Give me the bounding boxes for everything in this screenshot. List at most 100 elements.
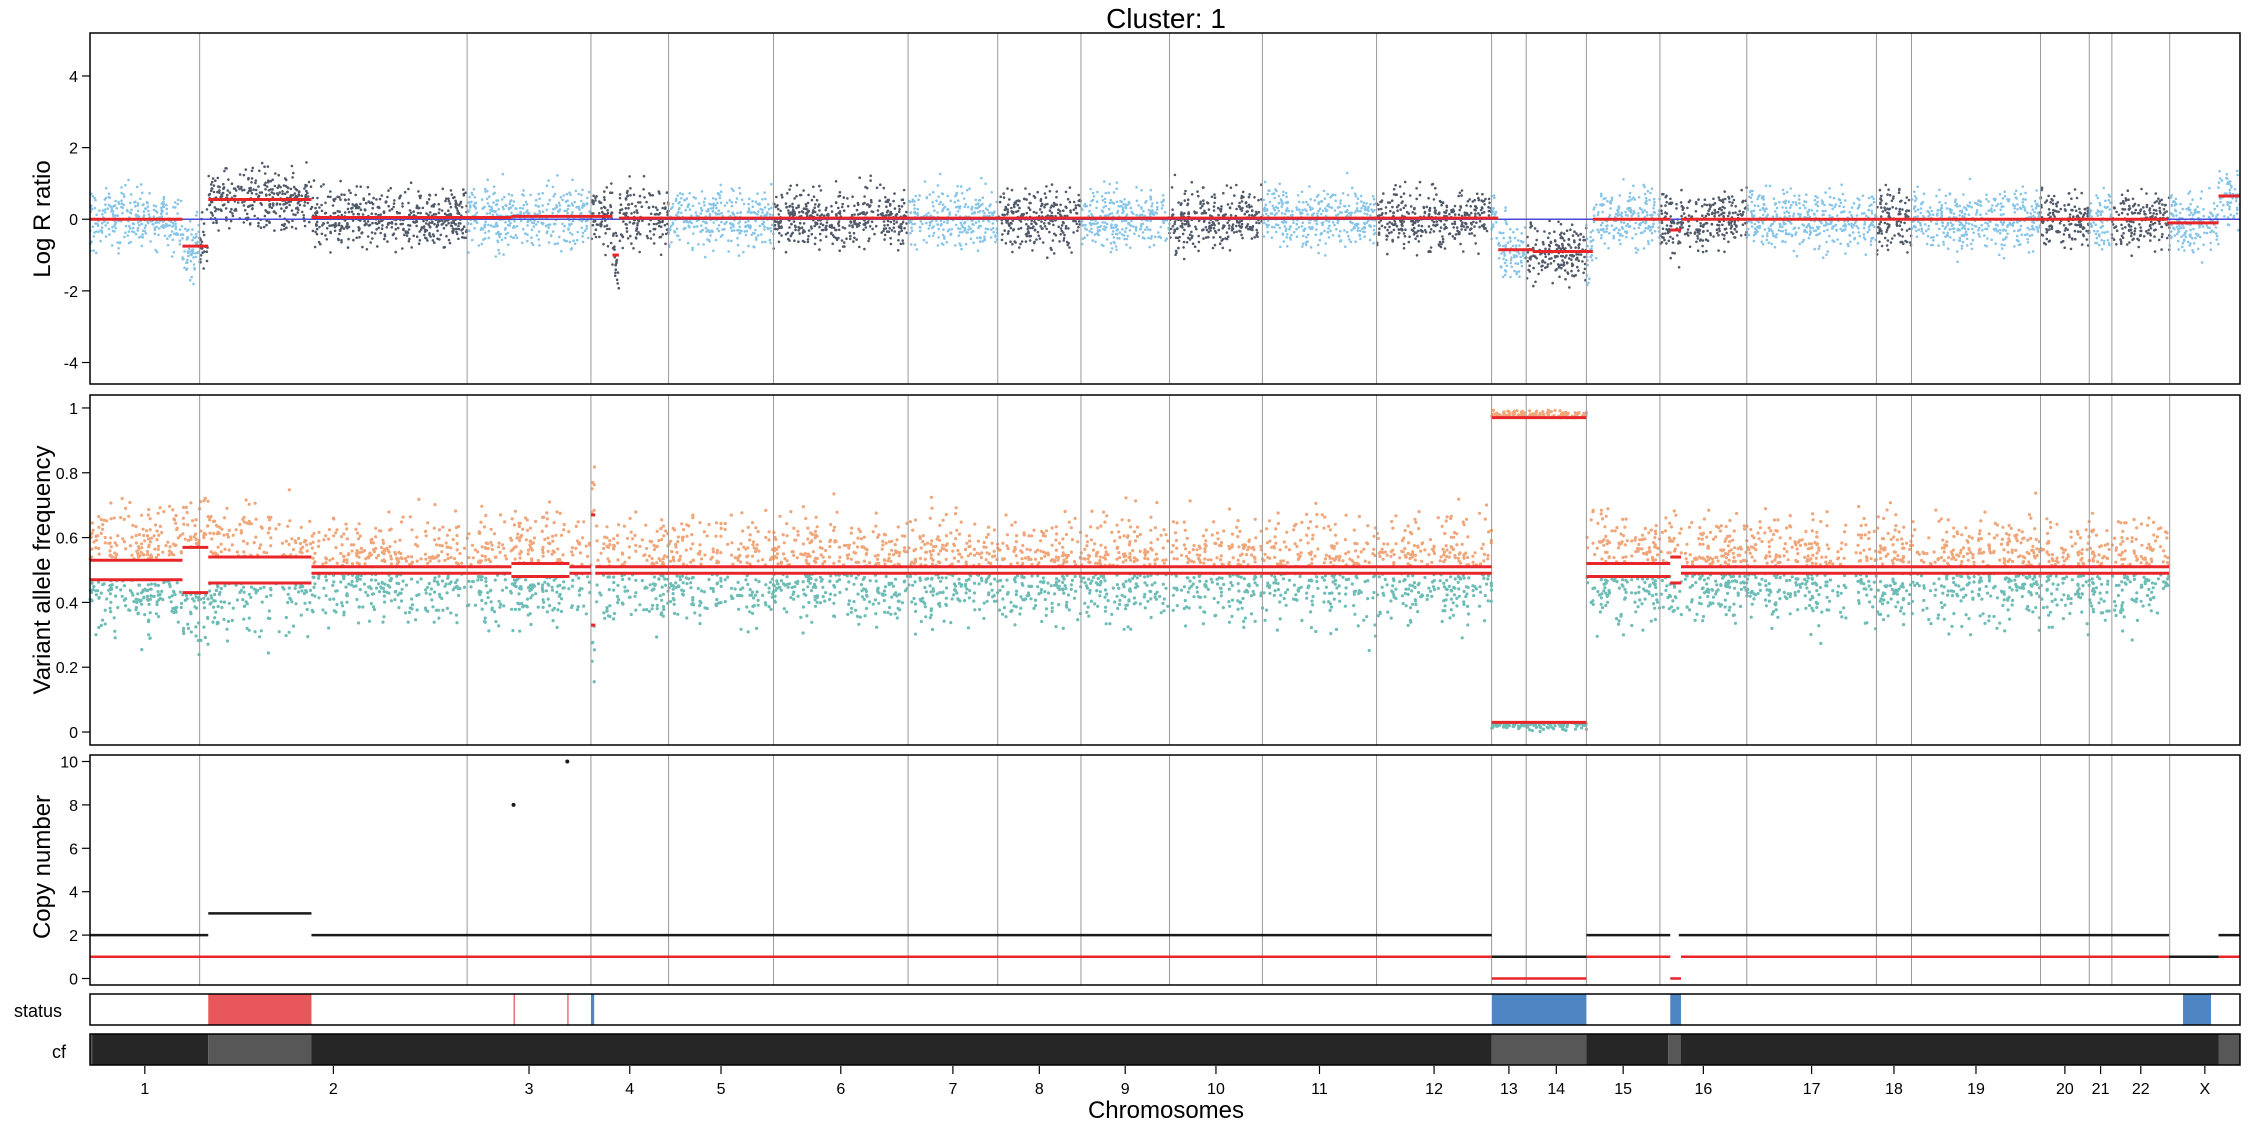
log-r-panel: -4 -2 0 2 4 Log R ratio xyxy=(29,32,2241,385)
y-tick-label: 2 xyxy=(69,928,78,945)
log-r-y-label: Log R ratio xyxy=(29,160,56,277)
vaf-y-axis: 0 0.2 0.4 0.6 0.8 1 xyxy=(56,394,2241,746)
log-r-points-chr-5 xyxy=(667,182,775,259)
status-block-gain xyxy=(567,994,569,1025)
y-tick-label: 0.4 xyxy=(56,595,78,612)
cf-block-light xyxy=(1668,1034,1681,1065)
x-tick-label: 9 xyxy=(1121,1081,1130,1098)
cn-outlier-point xyxy=(511,802,516,807)
log-r-points-chr-7 xyxy=(906,172,999,252)
x-axis: 1 2 3 4 5 6 7 8 9 10 11 12 13 14 15 16 17 18 19 20 21 22 X xyxy=(140,1066,2211,1098)
cn-chromosome-lines xyxy=(199,755,2171,985)
vaf-segments xyxy=(90,416,2170,724)
status-blocks xyxy=(89,993,2241,1026)
copy-number-panel: 0 2 4 6 8 10 Copy number xyxy=(29,754,2241,988)
log-r-points-chr-13 xyxy=(1490,194,1527,279)
x-axis-label: Chromosomes xyxy=(1088,1097,1244,1124)
status-block-loss xyxy=(2183,994,2211,1025)
status-track: status xyxy=(14,993,2241,1026)
vaf-y-label: Variant allele frequency xyxy=(29,445,56,694)
cn-segments xyxy=(90,759,2240,980)
y-tick-label: 2 xyxy=(69,141,78,158)
log-r-points-chr-17 xyxy=(1745,183,1878,260)
x-tick-label: 13 xyxy=(1500,1081,1518,1098)
cf-block-light xyxy=(1491,1034,1587,1065)
y-tick-label: 6 xyxy=(69,841,78,858)
x-tick-label: X xyxy=(2200,1081,2211,1098)
log-r-points-chr-11 xyxy=(1261,171,1377,257)
y-tick-label: 0 xyxy=(69,971,78,988)
cf-block-dark xyxy=(311,1034,1492,1065)
x-tick-label: 19 xyxy=(1967,1081,1985,1098)
cn-outlier-point xyxy=(565,759,570,764)
vaf-chromosome-lines xyxy=(199,395,2171,745)
y-tick-label: -4 xyxy=(64,356,78,373)
y-tick-label: 10 xyxy=(60,755,78,772)
y-tick-label: 0.2 xyxy=(56,660,78,677)
x-tick-label: 10 xyxy=(1207,1081,1225,1098)
cn-y-label: Copy number xyxy=(29,795,56,939)
log-r-points-chr-X xyxy=(2168,169,2241,264)
status-frame xyxy=(89,993,2241,1026)
log-r-points-chr-9 xyxy=(1080,180,1171,254)
x-tick-label: 12 xyxy=(1425,1081,1443,1098)
vaf-points-lower xyxy=(88,571,2171,734)
x-tick-label: 8 xyxy=(1035,1081,1044,1098)
log-r-y-axis: -4 -2 0 2 4 xyxy=(64,32,2241,385)
cf-block-light xyxy=(2218,1034,2240,1065)
cf-blocks xyxy=(89,1033,2241,1066)
cn-y-axis: 0 2 4 6 8 10 xyxy=(60,754,2241,988)
y-tick-label: 8 xyxy=(69,798,78,815)
cf-frame xyxy=(89,1033,2241,1066)
cf-track: cf xyxy=(52,1033,2241,1066)
log-r-points-chr-22 xyxy=(2110,187,2171,257)
x-tick-label: 20 xyxy=(2056,1081,2074,1098)
log-r-points-chr-6 xyxy=(772,174,908,254)
vaf-panel: 0 0.2 0.4 0.6 0.8 1 Variant allele frequency xyxy=(29,394,2241,746)
panel-frame xyxy=(89,394,2241,746)
panel-frame xyxy=(89,32,2241,385)
log-r-points-chr-4 xyxy=(589,174,670,290)
cf-block-dark xyxy=(1586,1034,1669,1065)
x-tick-label: 16 xyxy=(1694,1081,1712,1098)
x-tick-label: 15 xyxy=(1614,1081,1632,1098)
x-tick-label: 1 xyxy=(140,1081,149,1098)
x-tick-label: 3 xyxy=(525,1081,534,1098)
y-tick-label: 0.8 xyxy=(56,466,78,483)
log-r-points-chr-14 xyxy=(1524,219,1588,289)
y-tick-label: 4 xyxy=(69,69,78,86)
cf-block-light xyxy=(208,1034,312,1065)
log-r-points-chr-18 xyxy=(1875,183,1913,256)
x-tick-label: 6 xyxy=(836,1081,845,1098)
y-tick-label: -2 xyxy=(64,284,78,301)
vaf-points xyxy=(88,408,2171,734)
x-tick-label: 5 xyxy=(717,1081,726,1098)
status-block-gain xyxy=(208,994,312,1025)
y-tick-label: 0.6 xyxy=(56,531,78,548)
status-block-loss xyxy=(1491,994,1587,1025)
status-block-loss xyxy=(1670,994,1681,1025)
status-track-label: status xyxy=(14,1001,62,1021)
y-tick-label: 0 xyxy=(69,212,78,229)
status-block-gain xyxy=(513,994,515,1025)
vaf-points-upper xyxy=(88,408,2171,569)
log-r-points xyxy=(88,161,2241,290)
status-block-loss xyxy=(590,994,595,1025)
log-r-points-chr-2 xyxy=(198,161,469,270)
x-tick-label: 14 xyxy=(1547,1081,1565,1098)
x-tick-label: 17 xyxy=(1803,1081,1821,1098)
log-r-points-chr-15 xyxy=(1585,178,1661,287)
y-tick-label: 1 xyxy=(69,401,78,418)
cf-block-dark xyxy=(92,1034,209,1065)
log-r-segments xyxy=(90,194,2240,257)
x-tick-label: 21 xyxy=(2092,1081,2110,1098)
log-r-points-chr-16 xyxy=(1659,186,1748,269)
panel-frame xyxy=(89,754,2241,986)
x-tick-label: 7 xyxy=(948,1081,957,1098)
cf-track-label: cf xyxy=(52,1042,67,1062)
chart-title: Cluster: 1 xyxy=(1106,3,1226,34)
log-r-points-chr-1 xyxy=(88,178,201,286)
x-tick-label: 18 xyxy=(1885,1081,1903,1098)
x-tick-label: 11 xyxy=(1311,1081,1328,1098)
